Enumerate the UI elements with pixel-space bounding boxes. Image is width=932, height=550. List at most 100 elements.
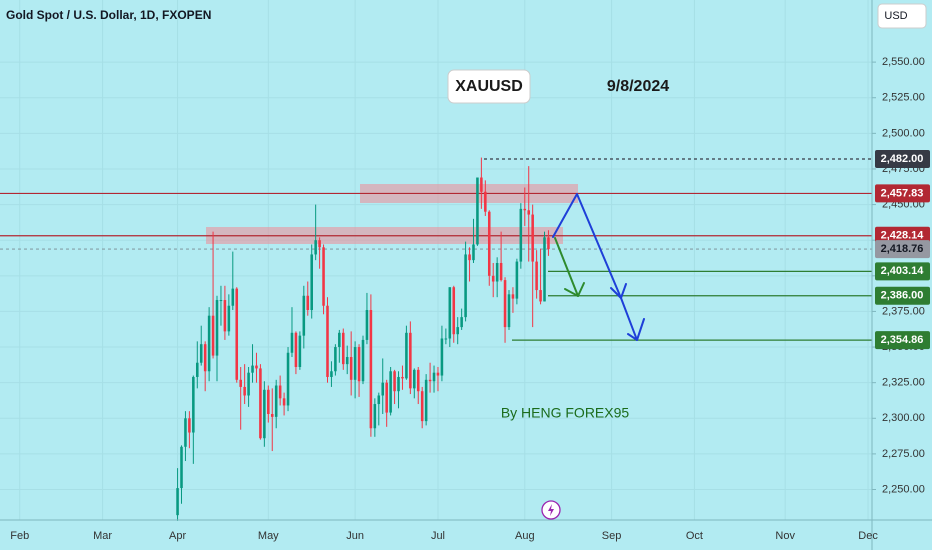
event-icon-bolt	[548, 504, 554, 516]
y-tick-label: 2,525.00	[882, 92, 925, 104]
candle-body	[349, 357, 353, 380]
price-badge	[875, 331, 930, 350]
candle-body	[235, 288, 239, 380]
candle-body	[267, 389, 270, 415]
arrow-head	[627, 318, 645, 341]
price-badge-label: 2,403.14	[881, 265, 925, 277]
candle-body	[389, 371, 392, 413]
candle-body	[456, 327, 459, 335]
candle-body	[255, 365, 258, 369]
price-badge	[875, 262, 930, 281]
candle-body	[464, 254, 467, 318]
y-tick-label: 2,500.00	[882, 127, 925, 139]
candle-body	[409, 332, 412, 389]
candle-body	[432, 372, 436, 382]
currency-button[interactable]	[877, 3, 927, 29]
candle-body	[353, 347, 357, 380]
candle-body	[243, 386, 246, 396]
candle-body	[207, 315, 211, 372]
candle-body	[495, 262, 499, 282]
price-badge	[875, 184, 930, 203]
candle-body	[361, 339, 365, 382]
x-tick-label: Apr	[169, 530, 186, 542]
candle-body	[385, 382, 388, 413]
blue-path	[552, 193, 638, 341]
candle-body	[274, 385, 278, 417]
green-path	[554, 237, 579, 297]
axes: 2,250.002,275.002,300.002,325.002,350.00…	[10, 56, 930, 542]
candle-body	[397, 376, 400, 392]
candle-body	[326, 305, 329, 377]
chart-title: Gold Spot / U.S. Dollar, 1D, FXOPEN	[6, 8, 211, 22]
candle-body	[239, 379, 242, 387]
price-badge	[875, 149, 930, 168]
candle-body	[184, 418, 187, 447]
candle-body	[330, 371, 333, 377]
price-badge-label: 2,428.14	[881, 230, 925, 242]
x-tick-label: Nov	[775, 530, 795, 542]
candle-body	[535, 261, 538, 291]
candle-body	[176, 488, 179, 516]
candle-body	[428, 379, 432, 382]
candle-body	[345, 357, 349, 365]
candle-body	[393, 371, 396, 392]
x-tick-label: Oct	[686, 530, 703, 542]
x-tick-label: Jul	[431, 530, 445, 542]
grid-layer	[0, 0, 872, 520]
candle-body	[503, 280, 507, 328]
candle-body	[547, 237, 550, 250]
candle-body	[270, 414, 274, 417]
candle-body	[440, 338, 444, 376]
candle-body	[515, 261, 519, 299]
candle-body	[499, 262, 503, 281]
candle-body	[436, 372, 440, 376]
candle-body	[188, 418, 191, 433]
candle-body	[215, 300, 219, 356]
candle-body	[223, 300, 227, 332]
candle-body	[381, 382, 385, 396]
y-tick-label: 2,325.00	[882, 377, 925, 389]
candle-body	[424, 379, 428, 422]
x-tick-label: Mar	[93, 530, 112, 542]
arrow-head	[564, 282, 585, 297]
candle-body	[282, 398, 286, 406]
price-badge-label: 2,354.86	[881, 334, 924, 346]
candle-body	[476, 177, 479, 245]
candle-body	[290, 332, 294, 353]
candle-body	[314, 240, 317, 255]
candle-body	[211, 315, 215, 356]
candle-body	[357, 347, 361, 382]
candle-body	[507, 294, 511, 328]
candle-body	[263, 389, 266, 439]
candle-body	[539, 290, 542, 302]
candle-body	[472, 244, 475, 261]
candle-body	[302, 295, 306, 336]
candle-body	[247, 372, 250, 396]
candle-body	[460, 317, 463, 328]
candle-body	[527, 210, 531, 215]
y-tick-label: 2,375.00	[882, 305, 925, 317]
candle-body	[523, 208, 527, 211]
candle-body	[444, 338, 448, 340]
author-label: By HENG FOREX95	[501, 405, 630, 421]
candle-body	[519, 208, 523, 262]
price-badge-label: 2,386.00	[881, 290, 924, 302]
candle-body	[373, 404, 377, 429]
candles	[176, 157, 550, 521]
candle-body	[420, 391, 424, 422]
candle-body	[480, 177, 483, 192]
x-tick-label: Sep	[602, 530, 622, 542]
candle-body	[251, 365, 254, 373]
candle-body	[294, 332, 298, 367]
candle-body	[487, 211, 491, 276]
label-box	[447, 69, 531, 104]
y-tick-label: 2,300.00	[882, 412, 925, 424]
candle-body	[484, 191, 487, 212]
candle-body	[338, 332, 341, 348]
candle-body	[531, 214, 534, 262]
x-tick-label: Jun	[346, 530, 364, 542]
candle-body	[322, 247, 325, 306]
candle-body	[259, 368, 262, 439]
x-tick-label: Aug	[515, 530, 535, 542]
date-label: 9/8/2024	[607, 78, 669, 95]
